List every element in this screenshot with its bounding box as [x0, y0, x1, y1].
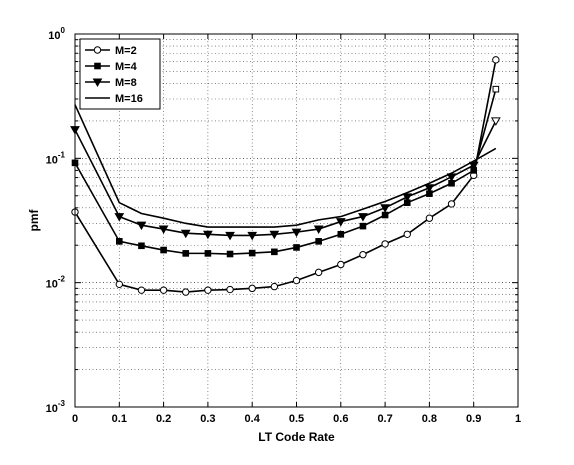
x-tick-labels: 0 0.1 0.2 0.3 0.4 0.5 0.6 0.7 0.8 0.9 1	[72, 413, 521, 425]
data-point	[291, 228, 302, 238]
series-m-4	[71, 85, 500, 258]
legend-marker	[93, 46, 102, 54]
data-point	[203, 230, 213, 240]
data-point	[380, 204, 390, 213]
data-point	[492, 85, 500, 93]
data-point	[447, 200, 456, 208]
y-tick-label: 10-3	[46, 399, 66, 415]
x-tick-label: 0.2	[156, 413, 171, 425]
data-point	[335, 218, 346, 227]
data-point	[115, 280, 124, 289]
data-point	[403, 230, 411, 238]
data-point	[468, 161, 479, 171]
x-tick-label: 0.4	[245, 413, 261, 425]
legend-entry: M=16	[85, 93, 143, 105]
data-point	[359, 222, 367, 230]
data-point	[359, 250, 367, 259]
data-point	[248, 284, 256, 293]
data-point	[248, 249, 256, 257]
data-point	[270, 282, 279, 291]
y-tick-exponent: -3	[58, 399, 66, 408]
data-point	[358, 213, 368, 222]
data-point	[182, 250, 190, 257]
x-tick-label: 0.6	[333, 413, 348, 425]
y-tick-exponent: 0	[61, 26, 66, 35]
y-tick-base: 10	[46, 279, 58, 291]
data-point	[337, 260, 345, 269]
y-tick-base: 10	[48, 30, 60, 42]
data-point	[160, 246, 167, 254]
y-axis-label: pmf	[27, 209, 41, 232]
data-point	[381, 211, 389, 219]
data-point	[116, 238, 123, 245]
data-point	[158, 225, 169, 235]
legend: M=2 M=4 M=8 M=16	[79, 38, 161, 110]
y-tick-label: 10-1	[46, 150, 66, 166]
data-point	[138, 242, 145, 250]
x-tick-label: 0.1	[112, 413, 127, 425]
y-tick-exponent: -1	[58, 150, 66, 159]
legend-label: M=8	[115, 77, 137, 89]
legend-entry: M=8	[85, 77, 137, 89]
data-point	[225, 231, 235, 241]
data-point	[292, 276, 301, 285]
series-m-16	[74, 104, 497, 228]
data-point	[402, 193, 413, 202]
data-point	[137, 286, 146, 294]
series-line	[74, 104, 497, 228]
data-point	[204, 250, 212, 257]
data-point	[337, 230, 345, 238]
data-point	[180, 229, 191, 239]
data-point	[425, 214, 434, 222]
series-m-8	[70, 117, 501, 241]
data-point	[182, 288, 190, 296]
axis-ticks	[74, 33, 519, 408]
y-tick-label: 10-2	[46, 275, 66, 291]
x-tick-label: 0.3	[200, 413, 215, 425]
data-point	[424, 184, 435, 193]
legend-marker	[92, 78, 103, 88]
legend-entry: M=4	[85, 61, 138, 73]
data-point	[159, 286, 168, 294]
data-point	[293, 244, 300, 251]
data-point	[490, 117, 501, 126]
data-point	[226, 250, 234, 258]
legend-label: M=4	[115, 61, 138, 73]
data-point	[315, 238, 322, 245]
x-tick-label: 0.9	[466, 413, 481, 425]
x-tick-label: 0.5	[289, 413, 304, 425]
x-tick-label: 0.8	[422, 413, 437, 425]
y-tick-exponent: -2	[58, 275, 66, 284]
y-tick-label: 100	[48, 26, 65, 42]
legend-entry: M=2	[85, 45, 137, 57]
data-point	[313, 225, 324, 235]
legend-label: M=16	[115, 93, 143, 105]
data-point	[114, 213, 125, 222]
data-point	[226, 285, 234, 294]
data-point	[271, 248, 278, 256]
data-point	[381, 240, 389, 248]
legend-marker	[94, 62, 101, 70]
y-tick-base: 10	[46, 154, 58, 166]
legend-label: M=2	[115, 45, 137, 57]
data-point	[269, 230, 280, 240]
y-tick-base: 10	[46, 403, 58, 415]
data-point	[136, 221, 147, 231]
data-point	[492, 56, 500, 64]
x-tick-label: 0.7	[377, 413, 392, 425]
x-tick-label: 1	[515, 413, 521, 425]
x-axis-label: LT Code Rate	[258, 430, 335, 444]
series-line	[74, 88, 497, 255]
data-point	[204, 286, 212, 294]
data-point	[247, 231, 258, 241]
x-tick-label: 0	[72, 413, 78, 425]
data-point	[314, 268, 323, 277]
